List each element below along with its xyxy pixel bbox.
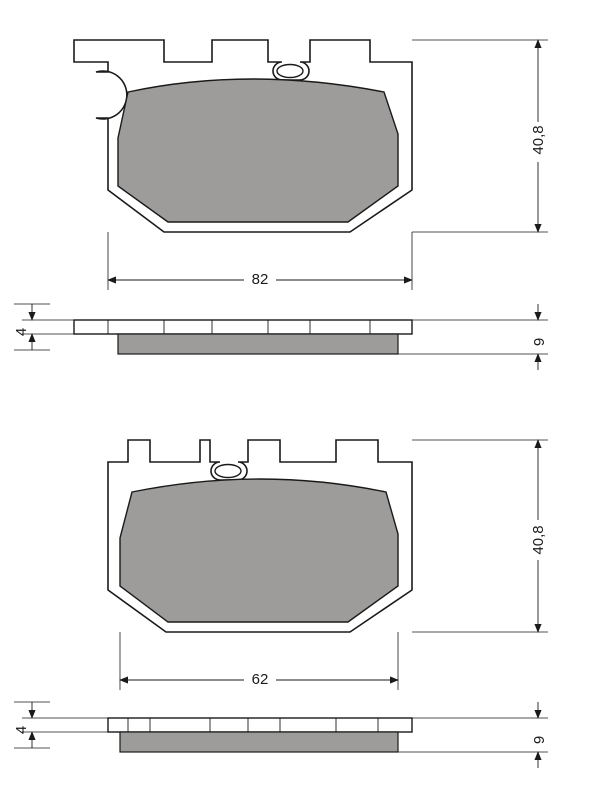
bottom-pad-slot <box>215 465 241 478</box>
dim-top-side-total: 9 <box>531 338 548 346</box>
top-side-friction <box>118 334 398 354</box>
top-pad-friction <box>118 79 398 222</box>
dim-bottom-side-thickness: 4 <box>13 726 30 734</box>
bottom-side-friction <box>120 732 398 752</box>
top-pad-front: 82 40,8 <box>74 40 550 290</box>
technical-drawing: 82 40,8 4 9 <box>0 0 612 800</box>
bottom-side-backing <box>108 718 412 732</box>
top-pad-side: 4 9 <box>13 304 548 370</box>
dim-top-width-label: 82 <box>252 271 269 288</box>
top-pad-slot <box>277 65 303 78</box>
bottom-pad-front: 62 40,8 <box>108 440 550 690</box>
bottom-pad-friction <box>120 479 398 622</box>
top-side-backing <box>74 320 412 334</box>
dim-bottom-width-label: 62 <box>252 671 269 688</box>
dim-bottom-height-label: 40,8 <box>530 525 547 554</box>
dim-bottom-side-total: 9 <box>531 736 548 744</box>
dim-top-height-label: 40,8 <box>530 125 547 154</box>
bottom-pad-side: 4 9 <box>13 702 548 768</box>
dim-top-side-thickness: 4 <box>13 328 30 336</box>
